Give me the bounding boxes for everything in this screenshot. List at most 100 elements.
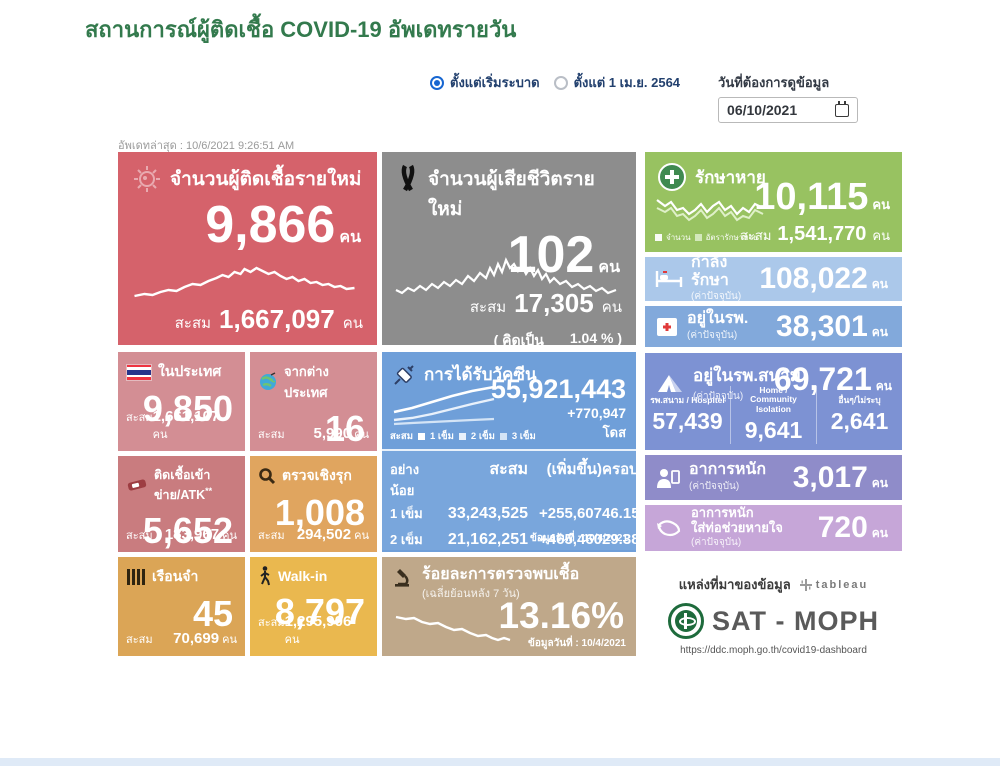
ventilator-subtitle: (ค่าปัจจุบัน) (691, 536, 742, 548)
in-treatment-value: 108,022 (759, 262, 868, 295)
tableau-text: tableau (815, 578, 869, 591)
legend-dose2-swatch (458, 433, 466, 440)
new-cases-cum-label: สะสม (174, 315, 212, 332)
vaccine-legend: สะสม 1 เข็ม 2 เข็ม 3 เข็ม (390, 429, 536, 444)
moph-seal-icon (668, 603, 704, 639)
source-url[interactable]: https://ddc.moph.go.th/covid19-dashboard (680, 645, 867, 656)
legend-rate-label: อัตรารักษาหาย (705, 233, 758, 242)
atk-cum-value: 183,967 (164, 526, 220, 543)
severe-unit: คน (871, 475, 888, 490)
new-deaths-cum-unit: คน (601, 299, 622, 316)
card-atk: ติดเชื้อเข้าข่าย/ATK** 5,652 สะสม 183,96… (118, 456, 245, 552)
vaccine-value: 55,921,443 (490, 374, 626, 404)
new-deaths-unit: คน (598, 259, 620, 276)
ventilator-title-line2: ใส่ท่อช่วยหายใจ (691, 519, 783, 535)
new-deaths-cum-label: สะสม (469, 299, 507, 316)
domestic-cum-value: 1,661,107 (152, 408, 220, 425)
abroad-cum-label: สะสม (258, 429, 285, 441)
card-in-hospital: อยู่ในรพ. (ค่าปัจจุบัน) 38,301 คน (645, 306, 902, 347)
walkin-cum-unit: คน (284, 634, 300, 646)
prison-cum-unit: คน (222, 634, 237, 646)
vaccine-row-dose2: 2 เข็ม 21,162,251 +465,460 29.38% (390, 529, 636, 550)
patient-icon (657, 468, 680, 488)
field-hospital-value: 69,721 (773, 361, 872, 397)
field-hospital-subtitle: (ค่าปัจจุบัน) (693, 391, 744, 402)
radio-since-outbreak[interactable]: ตั้งแต่เริ่มระบาด (430, 72, 540, 93)
date-value: 06/10/2021 (727, 102, 798, 118)
field-col-hospitel: รพ.สนาม / Hospitel 57,439 (645, 386, 730, 444)
vax-hdr-atleast: อย่างน้อย (390, 462, 420, 498)
in-hospital-unit: คน (871, 324, 888, 339)
calendar-icon[interactable] (835, 100, 850, 117)
proactive-title: ตรวจเชิงรุก (282, 467, 352, 483)
date-picker-group: วันที่ต้องการดูข้อมูล 06/10/2021 (718, 72, 859, 123)
proactive-cum-unit: คน (354, 530, 369, 542)
radio-selected-icon[interactable] (430, 75, 444, 90)
dose2-label: 2 เข็ม (390, 532, 423, 547)
card-in-treatment: กำลังรักษา (ค่าปัจจุบัน) 108,022 คน (645, 257, 902, 301)
source-block: แหล่งที่มาของข้อมูล tableau SAT - MOPH h… (645, 574, 902, 656)
field-col-home-isolation-value: 9,641 (744, 417, 803, 443)
vax-hdr-increase: (เพิ่มขึ้น) (546, 461, 602, 478)
new-cases-title: จำนวนผู้ติดเชื้อรายใหม่ (170, 169, 362, 190)
legend-count-label: จำนวน (666, 233, 691, 242)
legend-dose1-label: 1 เข็ม (429, 431, 454, 442)
legend-count-swatch (655, 234, 662, 241)
virus-icon (134, 166, 160, 192)
vaccine-table: อย่างน้อย สะสม (เพิ่มขึ้น) ครอบคลุม 1 เข… (382, 451, 636, 552)
proactive-cum-value: 294,502 (296, 526, 352, 543)
ventilator-value: 720 (817, 511, 868, 544)
field-col-other: อื่นๆ/ไม่ระบุ 2,641 (816, 385, 902, 444)
vaccine-title: การได้รับวัคซีน (424, 365, 537, 384)
card-new-deaths: จำนวนผู้เสียชีวิตรายใหม่ 102 คน สะสม 17,3… (382, 152, 636, 345)
recovered-cum-value: 1,541,770 (777, 223, 867, 245)
abroad-title: จากต่างประเทศ (284, 364, 329, 400)
dose1-increase: +255,607 (539, 505, 602, 522)
card-proactive: ตรวจเชิงรุก 1,008 สะสม 294,502 คน (250, 456, 377, 552)
date-input[interactable]: 06/10/2021 (718, 97, 859, 123)
atk-cum-unit: คน (222, 530, 237, 542)
abroad-cum-unit: คน (354, 429, 369, 441)
dose2-increase: +465,460 (539, 531, 602, 548)
recovered-value: 10,115 (754, 176, 869, 218)
page-title: สถานการณ์ผู้ติดเชื้อ COVID-19 อัพเดทรายว… (85, 17, 517, 42)
atk-test-icon (127, 479, 147, 491)
domestic-title: ในประเทศ (158, 363, 222, 379)
new-deaths-sparkline (395, 257, 617, 295)
prison-cum-value: 70,699 (173, 630, 220, 647)
positive-rate-subtitle: (เฉลี่ยย้อนหลัง 7 วัน) (422, 587, 520, 600)
walkin-title: Walk-in (278, 568, 328, 584)
globe-icon (260, 372, 276, 390)
atk-footnote-mark: ** (205, 485, 213, 496)
radio-unselected-icon[interactable] (553, 75, 568, 90)
legend-dose2-label: 2 เข็ม (470, 431, 495, 442)
legend-dose1-swatch (417, 433, 425, 440)
card-domestic: ในประเทศ 9,850 สะสม 1,661,107 คน (118, 352, 245, 451)
in-hospital-subtitle: (ค่าปัจจุบัน) (687, 329, 738, 341)
ventilator-icon (657, 520, 681, 537)
deaths-rate-value: 1.04 % ) (569, 330, 622, 345)
sat-moph-brand: SAT - MOPH (712, 605, 879, 636)
medical-cross-icon (658, 163, 686, 191)
recovered-unit: คน (872, 197, 890, 212)
radio-since-april[interactable]: ตั้งแต่ 1 เม.ย. 2564 (553, 72, 681, 93)
ventilator-title-line1: อาการหนัก (691, 505, 754, 521)
new-deaths-value: 102 (507, 226, 595, 284)
bottom-strip (0, 758, 1000, 766)
in-treatment-title: กำลังรักษา (691, 257, 729, 289)
ribbon-icon (401, 164, 415, 192)
card-positive-rate: ร้อยละการตรวจพบเชื้อ (เฉลี่ยย้อนหลัง 7 ว… (382, 557, 636, 656)
atk-cum-label: สะสม (126, 530, 153, 542)
walkin-value: 8,797 (274, 591, 365, 632)
legend-dose3-swatch (499, 433, 507, 440)
card-walkin: Walk-in 8,797 สะสม 1,295,906 คน (250, 557, 377, 656)
field-col-hospitel-label: รพ.สนาม / Hospitel (650, 394, 725, 405)
vax-hdr-coverage: ครอบคลุม (602, 461, 636, 478)
thailand-flag-icon (126, 363, 152, 381)
microscope-icon (395, 569, 409, 587)
radio-since-april-label: ตั้งแต่ 1 เม.ย. 2564 (573, 75, 681, 90)
in-treatment-unit: คน (871, 277, 888, 291)
prison-cum-label: สะสม (126, 634, 153, 646)
abroad-cum-value: 5,990 (313, 425, 352, 442)
legend-rate-swatch (694, 234, 702, 241)
